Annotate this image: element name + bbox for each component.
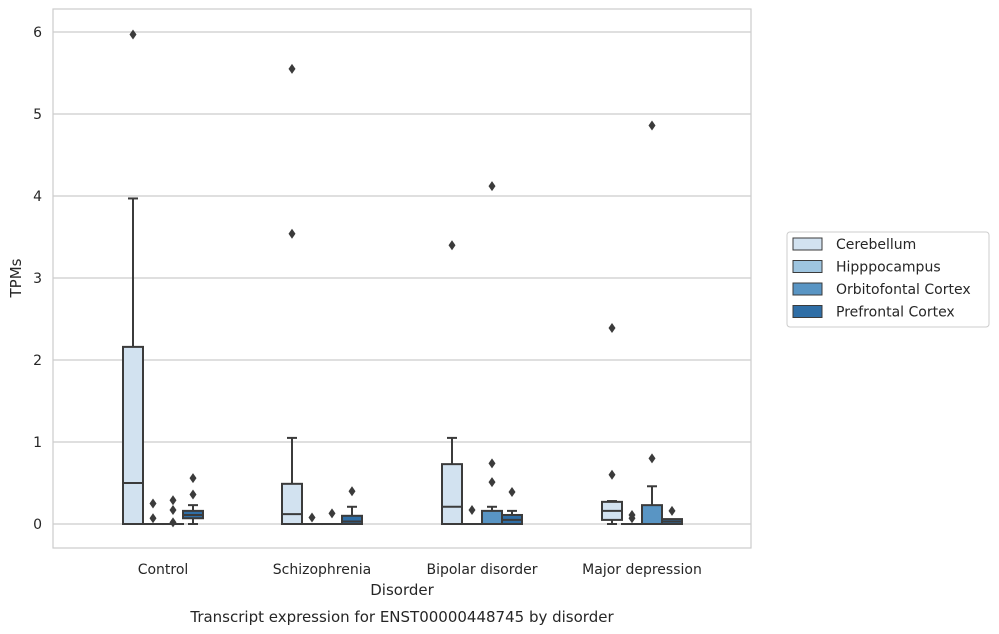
plot-frame xyxy=(52,8,752,549)
legend-swatch xyxy=(792,282,823,296)
outlier-point xyxy=(169,505,177,516)
box-group xyxy=(661,505,683,526)
legend: Cerebellum Hipppocampus Orbitofontal Corte… xyxy=(786,231,990,328)
box xyxy=(481,509,503,526)
box-group xyxy=(641,120,663,526)
y-tick-label: 3 xyxy=(33,271,42,287)
outlier-point xyxy=(129,29,137,40)
legend-swatch xyxy=(792,305,823,318)
box-group xyxy=(481,181,503,526)
outlier-point xyxy=(648,453,656,464)
outlier-point xyxy=(149,513,157,524)
outlier-point xyxy=(448,240,456,251)
x-axis-title: Disorder xyxy=(370,581,434,599)
outlier-point xyxy=(308,512,316,523)
x-axis-ticks: Control Schizophrenia Bipolar disorder Majo… xyxy=(138,562,702,578)
legend-label: Orbitofontal Cortex xyxy=(836,282,971,298)
outlier-point xyxy=(288,63,296,74)
box-group xyxy=(341,486,363,525)
box-group xyxy=(281,63,303,526)
plot-marks xyxy=(122,29,683,528)
box-group xyxy=(461,505,483,526)
legend-label: Prefrontal Cortex xyxy=(836,305,955,321)
outlier-point xyxy=(608,323,616,334)
legend-frame xyxy=(786,231,990,328)
outlier-point xyxy=(668,505,676,516)
outlier-point xyxy=(648,120,656,131)
box-group xyxy=(321,508,343,526)
box-group xyxy=(621,509,643,526)
legend-swatch xyxy=(792,260,823,273)
outlier-point xyxy=(149,498,157,509)
outlier-point xyxy=(169,517,177,528)
legend-label: Hipppocampus xyxy=(836,260,941,276)
box-group xyxy=(501,487,523,525)
y-tick-label: 2 xyxy=(33,353,42,369)
outlier-point xyxy=(189,489,197,500)
outlier-point xyxy=(488,181,496,192)
y-tick-label: 5 xyxy=(33,107,42,123)
box-group xyxy=(601,323,623,525)
box-group xyxy=(162,495,184,528)
y-tick-label: 1 xyxy=(33,435,42,451)
y-tick-label: 4 xyxy=(33,189,42,205)
chart-title: Transcript expression for ENST0000044874… xyxy=(189,608,614,626)
box-group xyxy=(122,29,144,525)
box xyxy=(441,463,463,526)
y-tick-label: 0 xyxy=(33,517,42,533)
box xyxy=(122,345,144,525)
box xyxy=(641,504,663,526)
y-tick-label: 6 xyxy=(33,25,42,41)
box-group xyxy=(441,240,463,526)
outlier-point xyxy=(488,458,496,469)
outlier-point xyxy=(189,473,197,484)
outlier-point xyxy=(328,508,336,519)
outlier-point xyxy=(468,505,476,516)
box xyxy=(341,514,363,525)
outlier-point xyxy=(608,469,616,480)
outlier-point xyxy=(488,477,496,488)
outlier-point xyxy=(169,495,177,506)
outlier-point xyxy=(288,228,296,239)
legend-swatch xyxy=(792,237,823,251)
box-group xyxy=(142,498,164,526)
x-tick-label: Bipolar disorder xyxy=(426,562,537,578)
y-axis-title: TPMs xyxy=(7,258,25,298)
box xyxy=(281,482,303,526)
x-tick-label: Schizophrenia xyxy=(273,562,371,578)
box-group xyxy=(301,512,323,526)
legend-label: Cerebellum xyxy=(836,237,916,253)
x-tick-label: Major depression xyxy=(582,562,702,578)
outlier-point xyxy=(348,486,356,497)
y-axis-ticks: 0 1 2 3 4 5 6 xyxy=(33,25,42,533)
box-group xyxy=(182,473,204,525)
outlier-point xyxy=(628,509,636,520)
gridlines xyxy=(53,31,751,525)
x-tick-label: Control xyxy=(138,562,189,578)
outlier-point xyxy=(508,487,516,498)
